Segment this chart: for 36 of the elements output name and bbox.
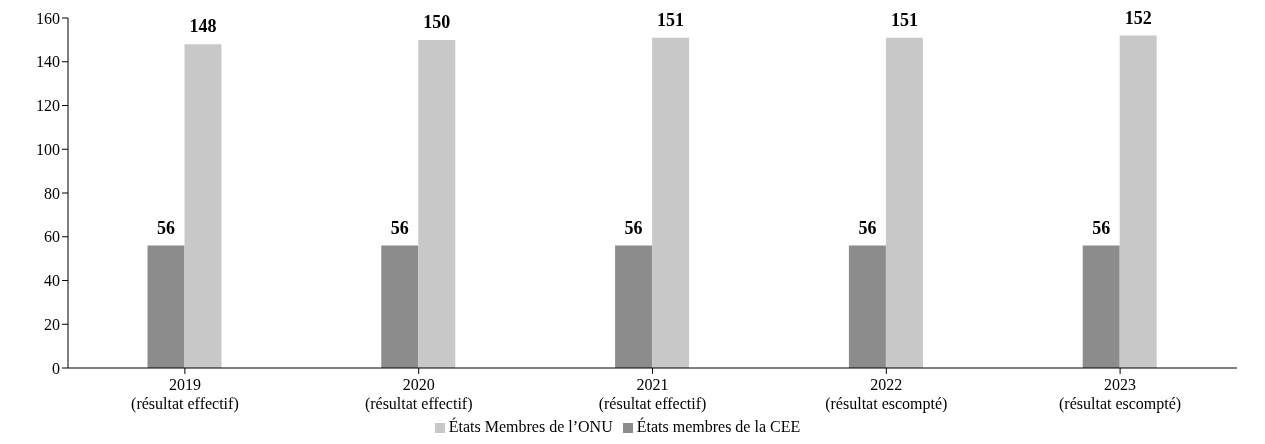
- x-tick-label: 2023 (résultat escompté): [1059, 376, 1182, 413]
- data-label: 151: [890, 9, 918, 30]
- legend-label: États Membres de l’ONU: [448, 418, 613, 435]
- y-tick-label: 20: [44, 315, 60, 333]
- bar: [147, 245, 185, 368]
- x-tick-label: 2021 (résultat effectif): [598, 376, 707, 413]
- data-label: 150: [423, 11, 451, 32]
- data-label: 56: [1092, 217, 1111, 238]
- y-tick-label: 160: [36, 9, 60, 27]
- bar: [381, 245, 419, 368]
- bar: [615, 245, 653, 368]
- legend-label: États membres de la CEE: [636, 418, 801, 435]
- y-tick-label: 80: [44, 184, 60, 202]
- y-tick-label: 0: [52, 359, 60, 377]
- bar: [885, 37, 923, 368]
- bar: [184, 44, 222, 368]
- x-tick-label: 2019 (résultat effectif): [131, 376, 239, 413]
- data-label: 56: [624, 217, 643, 238]
- y-tick-label: 120: [36, 97, 60, 115]
- bar: [1082, 245, 1120, 368]
- data-label: 148: [189, 16, 217, 37]
- y-tick-label: 40: [44, 272, 60, 290]
- data-label: 56: [390, 217, 409, 238]
- bar: [848, 245, 886, 368]
- bar: [652, 37, 690, 368]
- y-tick-label: 60: [44, 228, 60, 246]
- x-tick-label: 2020 (résultat effectif): [364, 376, 473, 413]
- data-label: 56: [858, 217, 877, 238]
- x-tick-label: 2022 (résultat escompté): [825, 376, 948, 413]
- y-tick-label: 140: [36, 53, 60, 71]
- y-tick-label: 100: [36, 140, 60, 158]
- bar: [1119, 35, 1157, 368]
- data-label: 56: [156, 217, 175, 238]
- bar: [418, 39, 456, 368]
- data-label: 151: [657, 9, 685, 30]
- data-label: 152: [1124, 7, 1152, 28]
